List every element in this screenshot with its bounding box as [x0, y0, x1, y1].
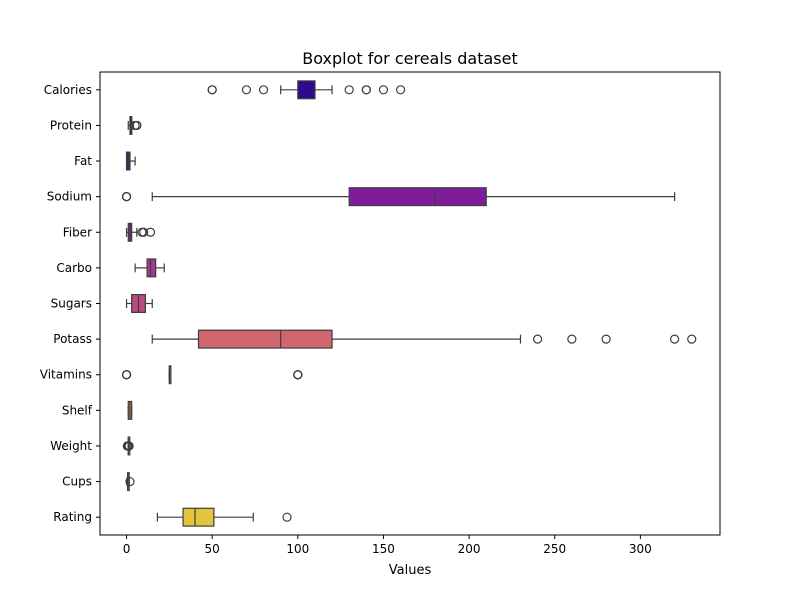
x-tick-label: 200: [458, 542, 481, 556]
outlier-potass: [567, 334, 577, 344]
y-tick-label: Weight: [50, 439, 92, 453]
outlier-potass: [601, 334, 611, 344]
x-axis-label: Values: [389, 563, 432, 578]
outlier-calories: [207, 85, 217, 95]
outlier-vitamins: [293, 370, 303, 380]
outlier-sodium: [121, 192, 132, 202]
outlier-fiber: [139, 227, 149, 237]
outlier-vitamins: [121, 370, 132, 380]
x-tick-label: 0: [123, 542, 131, 556]
y-tick-label: Sugars: [51, 297, 92, 311]
outlier-calories: [361, 85, 371, 95]
x-tick-label: 300: [629, 542, 652, 556]
box-calories: [297, 80, 316, 100]
y-tick-label: Shelf: [62, 403, 93, 417]
outlier-rating: [282, 512, 292, 522]
chart-title: Boxplot for cereals dataset: [302, 49, 517, 68]
y-tick-label: Vitamins: [40, 368, 92, 382]
y-tick-label: Carbo: [56, 261, 92, 275]
outlier-calories: [395, 85, 406, 95]
outlier-potass: [687, 334, 697, 344]
outlier-calories: [241, 85, 252, 95]
y-tick-label: Fiber: [63, 225, 92, 239]
y-tick-label: Potass: [53, 332, 92, 346]
box-carbo: [146, 258, 157, 278]
x-tick-label: 150: [372, 542, 395, 556]
y-tick-label: Fat: [74, 154, 92, 168]
outlier-fiber: [145, 227, 156, 237]
y-tick-label: Sodium: [47, 190, 92, 204]
y-tick-label: Rating: [53, 510, 92, 524]
y-tick-label: Protein: [50, 118, 92, 132]
box-potass: [197, 329, 333, 349]
x-tick-label: 50: [205, 542, 220, 556]
outlier-calories: [378, 85, 389, 95]
outlier-cups: [125, 476, 135, 487]
outlier-potass: [670, 334, 680, 344]
box-sodium: [348, 187, 487, 207]
x-tick-label: 100: [286, 542, 309, 556]
plot-frame: [99, 71, 721, 536]
outlier-calories: [258, 85, 269, 95]
outlier-protein: [132, 120, 142, 131]
outlier-potass: [532, 334, 543, 344]
outlier-calories: [344, 85, 354, 95]
y-tick-label: Cups: [62, 475, 92, 489]
x-tick-label: 250: [543, 542, 566, 556]
outlier-weight: [124, 441, 134, 451]
plot-area: 0 50 100 150 200 250 300 Calories Protein Fat Sodi…: [40, 71, 721, 556]
y-tick-label: Calories: [44, 83, 92, 97]
box-rating: [182, 507, 215, 527]
